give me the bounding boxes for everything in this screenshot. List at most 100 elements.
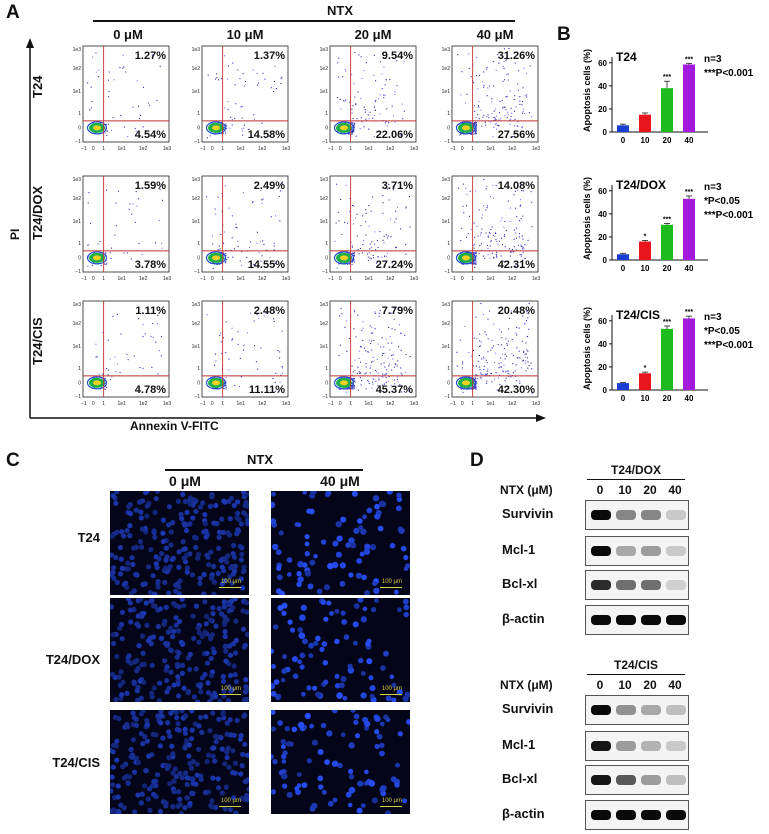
lower-quadrant-percent: 4.78%	[135, 384, 166, 396]
bar-chart: Apoptosis cells (%) 0 20 40 60 T24 0 10 *** 20 ***…	[582, 49, 754, 145]
x-tick-label: 1e3	[532, 401, 541, 407]
x-tick-label: 1	[349, 401, 352, 407]
y-tick-label: 1e2	[192, 66, 201, 72]
x-tick-label: 1	[471, 146, 474, 152]
protein-label: Bcl-xl	[502, 771, 538, 786]
x-tick-label: 0	[211, 146, 214, 152]
blot-band	[666, 705, 686, 715]
y-tick-label: −1	[322, 269, 328, 275]
y-tick-label: 1e3	[442, 177, 451, 183]
blot-band	[591, 705, 611, 715]
x-tick-label: 1e1	[118, 401, 127, 407]
upper-quadrant-percent: 3.71%	[382, 180, 413, 192]
scale-bar-label: 100 μm	[220, 686, 241, 692]
y-tick-label: 1	[447, 111, 450, 117]
cluster-core	[462, 125, 470, 131]
x-tick-label: 40	[685, 394, 694, 403]
y-tick-label: 60	[598, 317, 607, 326]
cluster-core	[340, 255, 348, 261]
bar	[683, 198, 695, 260]
y-tick-label: −1	[75, 139, 81, 145]
y-tick-label: 1e2	[73, 66, 82, 72]
significance-mark: ***	[663, 216, 671, 223]
panel-a-letter: A	[6, 2, 20, 23]
y-tick-label: 1e2	[442, 66, 451, 72]
blot-title-line	[587, 674, 685, 675]
lower-quadrant-percent: 14.55%	[248, 259, 286, 271]
nuclei-stain	[271, 710, 410, 814]
panel-a-x-axis-label: Annexin V-FITC	[130, 419, 219, 433]
blot-band	[591, 615, 611, 625]
x-tick-label: 1e2	[508, 146, 517, 152]
upper-quadrant-percent: 7.79%	[382, 305, 413, 317]
y-tick-label: 1e1	[442, 219, 451, 225]
y-tick-label: 0	[78, 126, 81, 132]
panel-c-col-1: 40 μM	[320, 473, 360, 489]
x-tick-label: −1	[81, 276, 87, 282]
blot-band	[641, 741, 661, 751]
cluster-core	[93, 255, 101, 261]
protein-label: β-actin	[502, 611, 545, 626]
x-tick-label: 0	[621, 394, 626, 403]
stat-note: n=3	[704, 182, 722, 193]
x-tick-label: 20	[663, 394, 672, 403]
cluster-edge	[333, 251, 355, 265]
protein-label: Survivin	[502, 506, 554, 521]
blot-band	[666, 510, 686, 520]
x-tick-label: −1	[81, 146, 87, 152]
y-tick-label: 0	[197, 126, 200, 132]
y-tick-label: 0	[447, 381, 450, 387]
stat-note: ***P<0.001	[704, 210, 754, 221]
fluorescence-image: 100 μm	[271, 598, 410, 702]
y-tick-label: 1	[197, 111, 200, 117]
conc-label-2: 20 μM	[354, 27, 392, 42]
bar-chart: Apoptosis cells (%) 0 20 40 60 T24/CIS 0 * 10 ***…	[582, 307, 754, 403]
bar	[639, 373, 651, 390]
x-tick-label: 10	[641, 264, 650, 273]
x-tick-label: 1e1	[118, 146, 127, 152]
nuclei-stain	[110, 598, 249, 702]
flow-plot: 1e3 1e2 1e1 1 0 −1−1 0 1 1e1 1e2 1e3 9.54% 22.06%	[320, 45, 419, 152]
x-tick-label: −1	[200, 146, 206, 152]
lower-quadrant-percent: 42.30%	[498, 384, 536, 396]
stat-note: n=3	[704, 312, 722, 323]
scale-bar	[380, 694, 402, 695]
cluster-core	[212, 255, 220, 261]
scale-bar-label: 100 μm	[381, 686, 402, 692]
y-tick-label: −1	[444, 394, 450, 400]
x-tick-label: −1	[450, 401, 456, 407]
y-tick-label: 1e1	[192, 344, 201, 350]
blot-band	[616, 615, 636, 625]
significance-mark: *	[644, 365, 647, 372]
blot-band	[641, 775, 661, 785]
y-tick-label: 1e3	[73, 177, 82, 183]
blot-title-line	[587, 479, 685, 480]
bar	[617, 125, 629, 132]
upper-quadrant-percent: 20.48%	[498, 305, 536, 317]
blot-band	[641, 510, 661, 520]
lower-quadrant-percent: 11.11%	[249, 384, 285, 396]
chart-title: T24/CIS	[616, 308, 660, 322]
x-tick-label: 1e3	[532, 146, 541, 152]
y-tick-label: −1	[322, 139, 328, 145]
y-tick-label: 0	[78, 381, 81, 387]
x-tick-label: 1	[349, 276, 352, 282]
y-tick-label: 1e3	[320, 302, 329, 308]
cluster-edge	[455, 121, 477, 135]
flow-plot: 1e3 1e2 1e1 1 0 −1−1 0 1 1e1 1e2 1e3 20.48% 42.30%	[442, 300, 541, 407]
lower-quadrant-percent: 27.56%	[498, 129, 536, 141]
fluorescence-image: 100 μm	[110, 710, 249, 814]
blot-band	[641, 810, 661, 820]
bar	[617, 383, 629, 390]
conc-label-0: 0 μM	[113, 27, 143, 42]
upper-quadrant-percent: 1.11%	[135, 305, 166, 317]
y-tick-label: 0	[325, 256, 328, 262]
x-tick-label: 1	[102, 401, 105, 407]
flow-plot: 1e3 1e2 1e1 1 0 −1−1 0 1 1e1 1e2 1e3 14.08% 42.31%	[442, 175, 540, 282]
chart-title: T24	[616, 50, 637, 64]
x-tick-label: 1e3	[410, 146, 419, 152]
panel-a-treatment-line	[93, 20, 515, 22]
y-tick-label: 40	[598, 82, 607, 91]
x-tick-label: 20	[663, 264, 672, 273]
y-tick-label: 1	[447, 241, 450, 247]
